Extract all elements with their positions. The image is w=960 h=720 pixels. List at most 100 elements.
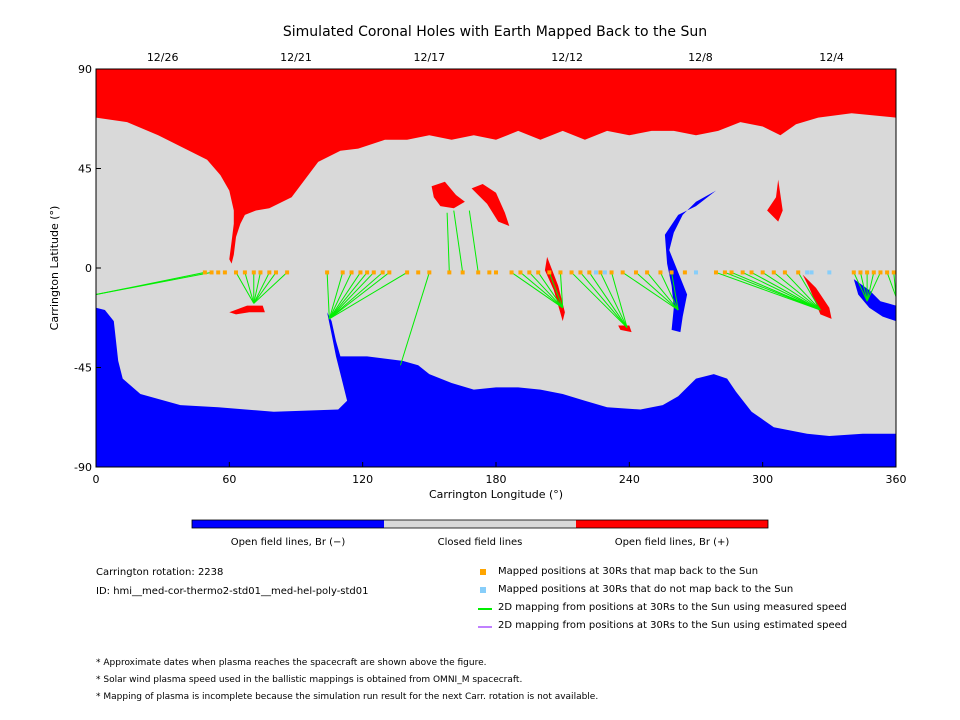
x-axis-label: Carrington Longitude (°) <box>429 488 563 501</box>
mapped-point-42 <box>669 270 674 275</box>
y-axis-label: Carrington Latitude (°) <box>48 206 61 331</box>
mapping-line-36 <box>659 272 679 311</box>
mapping-line-30 <box>588 272 628 328</box>
mapped-point-26 <box>494 270 498 275</box>
date-tick-label-2: 12/17 <box>413 51 445 64</box>
date-tick-label-1: 12/21 <box>280 51 312 64</box>
mapped-point-39 <box>634 270 638 275</box>
mapped-point-12 <box>340 270 345 275</box>
y-tick-label-1: 45 <box>78 163 92 176</box>
mapping-line-27 <box>559 272 564 308</box>
mapped-point-15 <box>365 270 370 275</box>
mapped-point-59 <box>891 270 896 275</box>
mapped-point-27 <box>509 270 514 275</box>
legend-swatch-3 <box>478 626 492 628</box>
mapped-point-19 <box>405 270 410 275</box>
x-tick-label-2: 120 <box>352 473 373 486</box>
y-tick-label-3: -45 <box>74 362 92 375</box>
mapped-point-40 <box>645 270 650 275</box>
mapping-line-2 <box>235 272 255 304</box>
colorbar-label-1: Closed field lines <box>438 537 523 548</box>
mapped-point-7 <box>258 270 263 275</box>
x-tick-label-5: 300 <box>752 473 773 486</box>
mapping-line-20 <box>453 210 464 273</box>
mapped-point-4 <box>234 270 238 275</box>
unmapped-point-0 <box>594 270 598 275</box>
mapping-line-48 <box>859 272 868 302</box>
mapping-line-22 <box>511 272 563 309</box>
mapped-point-50 <box>771 270 776 275</box>
region-south_negative_cap <box>96 307 896 467</box>
mapping-line-12 <box>328 272 361 320</box>
colorbar-label-2: Open field lines, Br (+) <box>615 537 730 548</box>
mapped-point-51 <box>782 270 787 275</box>
mapped-point-41 <box>658 270 663 275</box>
unmapped-point-5 <box>827 270 832 275</box>
region-pos_hole_175 <box>471 184 510 226</box>
unmapped-point-3 <box>805 270 810 275</box>
mapped-point-38 <box>620 270 625 275</box>
mapping-line-8 <box>253 272 288 304</box>
x-tick-label-4: 240 <box>619 473 640 486</box>
x-tick-label-0: 0 <box>93 473 100 486</box>
region-pos_hole_155 <box>431 181 465 209</box>
mapping-line-21 <box>468 210 479 273</box>
x-tick-label-6: 360 <box>886 473 907 486</box>
colorbar: Open field lines, Br (−) Closed field lin… <box>191 519 769 548</box>
mapping-line-3 <box>244 272 255 304</box>
legend-label-0: Mapped positions at 30Rs that map back t… <box>498 566 759 577</box>
mapped-point-16 <box>371 270 376 275</box>
mapping-lines <box>95 210 897 366</box>
date-tick-label-4: 12/8 <box>688 51 713 64</box>
legend-label-3: 2D mapping from positions at 30Rs to the… <box>498 620 848 631</box>
mapped-point-49 <box>760 270 765 275</box>
mapped-point-46 <box>729 270 734 275</box>
colorbar-segment-2 <box>576 520 768 528</box>
mapping-line-25 <box>537 272 564 309</box>
mapped-point-34 <box>578 270 583 275</box>
date-tick-label-0: 12/26 <box>147 51 179 64</box>
mapping-line-31 <box>599 272 628 328</box>
mapping-line-13 <box>328 272 368 320</box>
mapping-line-46 <box>797 272 821 311</box>
mapping-line-51 <box>866 272 881 302</box>
mapping-line-38 <box>715 271 821 311</box>
model-id: ID: hmi__med-cor-thermo2-std01__med-hel-… <box>96 586 369 597</box>
mapped-point-43 <box>682 270 687 275</box>
x-axis: 0 60 120 180 240 300 360 <box>93 462 907 486</box>
mapped-point-6 <box>251 270 256 275</box>
mapped-point-25 <box>487 270 492 275</box>
x-tick-label-1: 60 <box>222 473 236 486</box>
carrington-rotation: Carrington rotation: 2238 <box>96 567 224 578</box>
mapped-point-55 <box>865 270 870 275</box>
mapped-point-52 <box>796 270 801 275</box>
mapping-line-50 <box>866 272 875 302</box>
mapped-point-0 <box>202 270 207 275</box>
mapping-line-28 <box>571 272 628 329</box>
mapping-line-42 <box>751 271 821 311</box>
mapped-point-56 <box>871 270 876 275</box>
mapped-point-33 <box>569 270 574 275</box>
colorbar-segment-0 <box>192 520 384 528</box>
region-pos_hole_240 <box>618 325 632 333</box>
mapping-line-47 <box>853 272 868 302</box>
mapping-line-33 <box>622 272 679 311</box>
mapping-line-18 <box>399 272 430 366</box>
region-north_positive_cap <box>96 69 896 264</box>
region-pos_hole_305 <box>767 179 783 222</box>
mapped-point-22 <box>447 270 452 275</box>
y-tick-label-0: 90 <box>78 63 92 76</box>
mapping-line-45 <box>784 272 821 311</box>
mapping-line-17 <box>329 271 408 320</box>
mapped-point-23 <box>460 270 465 275</box>
mapped-point-9 <box>274 270 278 275</box>
mapped-point-21 <box>427 270 432 275</box>
mapped-point-32 <box>558 270 563 275</box>
footnote-2: * Mapping of plasma is incomplete becaus… <box>96 692 599 702</box>
mapping-line-11 <box>328 272 353 320</box>
region-neg_hole_260 <box>664 190 716 333</box>
mapping-line-19 <box>446 212 450 273</box>
y-axis: 90 45 0 -45 -90 <box>74 63 101 474</box>
chart-title: Simulated Coronal Holes with Earth Mappe… <box>283 24 707 40</box>
